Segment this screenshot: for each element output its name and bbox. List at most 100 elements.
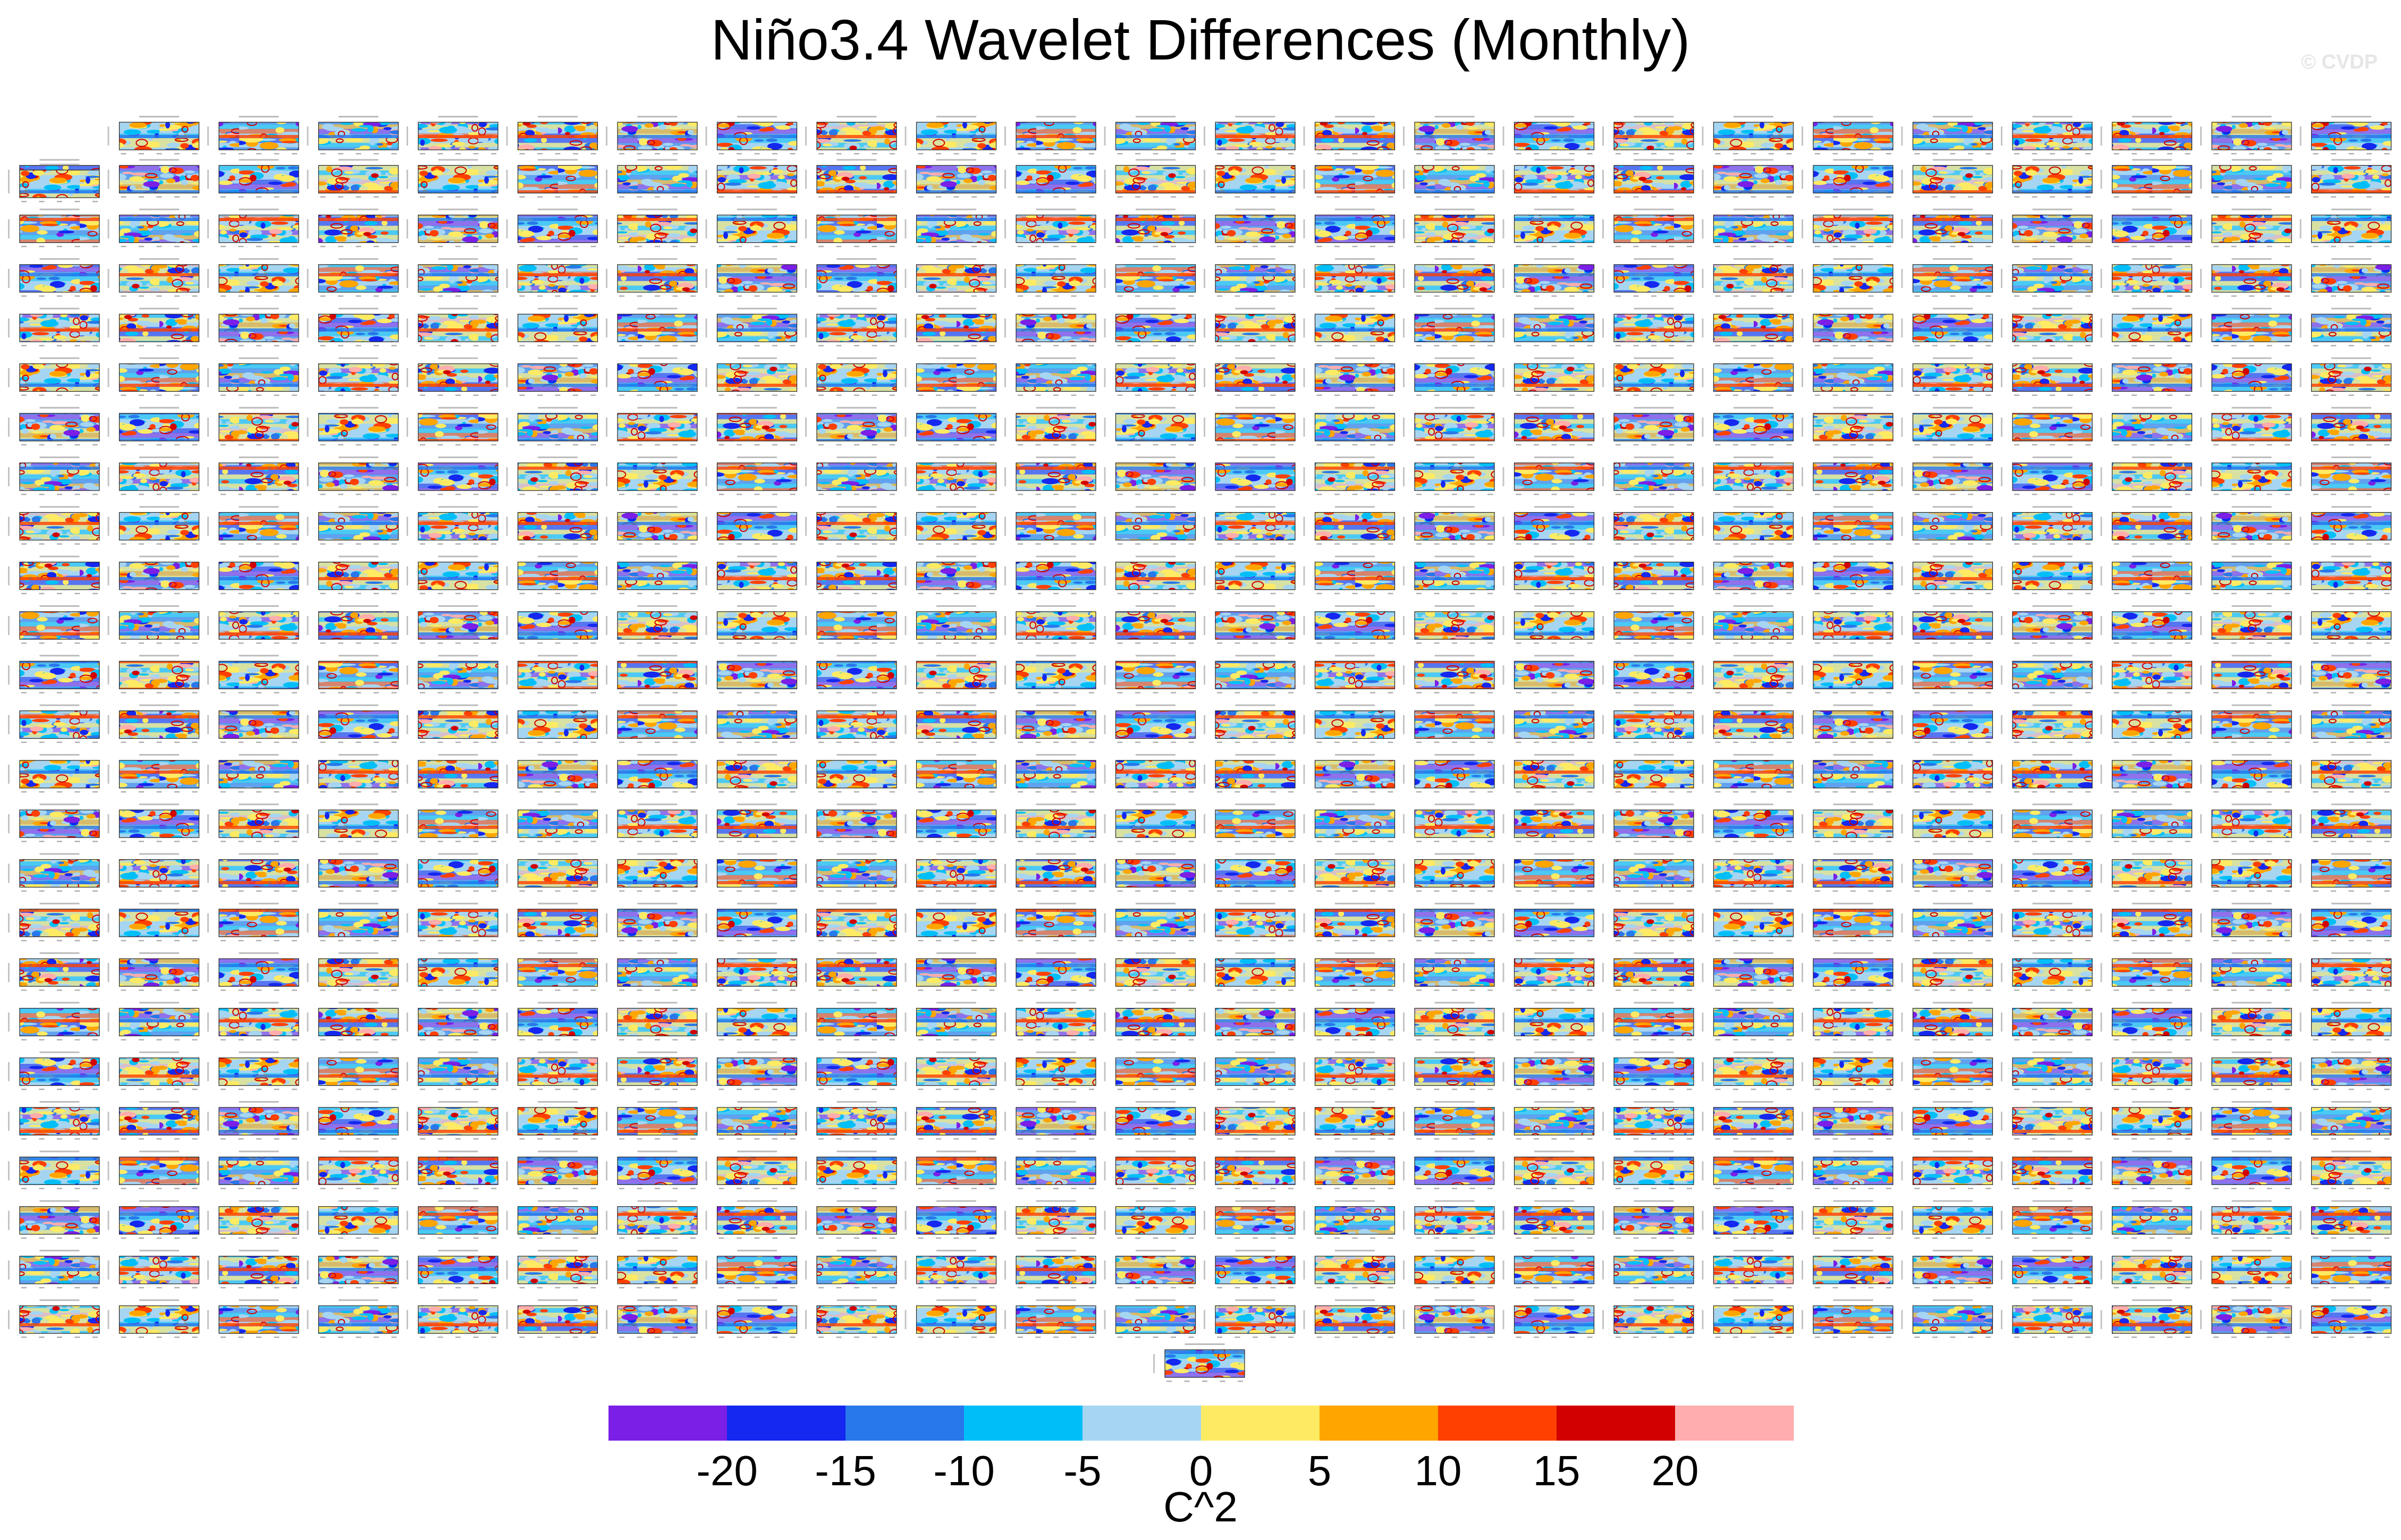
wavelet-panel xyxy=(407,555,498,595)
colorbar-units-label: C^2 xyxy=(1163,1483,1238,1530)
wavelet-panel xyxy=(2200,258,2292,297)
wavelet-panel xyxy=(1802,357,1893,396)
wavelet-panel xyxy=(1004,506,1096,545)
wavelet-panel xyxy=(207,952,299,991)
wavelet-panel xyxy=(1502,803,1595,842)
wavelet-panel xyxy=(1303,1101,1396,1140)
wavelet-panel xyxy=(805,456,897,495)
wavelet-panel xyxy=(207,456,299,495)
wavelet-panel xyxy=(1403,1101,1495,1140)
wavelet-panel xyxy=(2200,754,2292,793)
wavelet-panel xyxy=(904,952,997,991)
wavelet-panel xyxy=(904,853,997,892)
page-title: Niño3.4 Wavelet Differences (Monthly) xyxy=(711,7,1690,72)
wavelet-panel xyxy=(606,853,698,892)
wavelet-panel xyxy=(107,605,200,644)
wavelet-panel xyxy=(1901,1101,1993,1140)
wavelet-panel xyxy=(307,555,399,595)
wavelet-panel xyxy=(107,704,200,743)
colorbar-box xyxy=(1557,1406,1676,1441)
wavelet-panel xyxy=(1602,116,1694,155)
wavelet-panel xyxy=(407,853,498,892)
wavelet-panel xyxy=(1403,407,1495,446)
wavelet-panel xyxy=(8,952,100,991)
wavelet-panel xyxy=(1602,655,1694,693)
wavelet-panel xyxy=(1004,902,1096,942)
wavelet-panel xyxy=(705,456,798,495)
wavelet-panel xyxy=(904,754,997,793)
wavelet-panel xyxy=(1702,1101,1794,1140)
wavelet-panel xyxy=(1303,803,1396,842)
wavelet-panel xyxy=(407,116,498,155)
wavelet-panel xyxy=(1901,506,1993,545)
wavelet-panel xyxy=(307,1002,399,1040)
wavelet-panel xyxy=(606,952,698,991)
wavelet-panel xyxy=(904,555,997,595)
wavelet-panel xyxy=(1901,555,1993,595)
wavelet-panel xyxy=(8,853,100,892)
wavelet-panel xyxy=(1303,456,1396,495)
wavelet-panel xyxy=(705,308,798,346)
wavelet-panel xyxy=(805,208,897,248)
wavelet-panel xyxy=(1602,754,1694,793)
wavelet-panel xyxy=(1502,952,1595,991)
wavelet-panel xyxy=(1204,853,1296,892)
wavelet-panel xyxy=(2200,803,2292,842)
colorbar-box xyxy=(727,1406,846,1441)
wavelet-panel xyxy=(1602,704,1694,743)
wavelet-panel xyxy=(407,357,498,396)
wavelet-panel xyxy=(1502,555,1595,595)
wavelet-panel xyxy=(1901,655,1993,693)
wavelet-panel xyxy=(107,952,200,991)
wavelet-panel xyxy=(2100,208,2193,248)
wavelet-panel xyxy=(107,1101,200,1140)
wavelet-panel xyxy=(1502,308,1595,346)
wavelet-panel xyxy=(606,555,698,595)
wavelet-panel xyxy=(2299,1051,2392,1090)
wavelet-panel xyxy=(805,1101,897,1140)
wavelet-panel xyxy=(1303,159,1396,198)
wavelet-panel xyxy=(2200,407,2292,446)
wavelet-panel xyxy=(1802,1101,1893,1140)
wavelet-panel xyxy=(1004,803,1096,842)
wavelet-panel xyxy=(1303,258,1396,297)
wavelet-panel xyxy=(1004,853,1096,892)
wavelet-panel xyxy=(1204,407,1296,446)
wavelet-panel xyxy=(506,704,598,743)
wavelet-panel xyxy=(2200,655,2292,693)
wavelet-panel xyxy=(904,655,997,693)
wavelet-panel xyxy=(805,655,897,693)
wavelet-panel xyxy=(1802,902,1893,942)
wavelet-panel xyxy=(1403,1002,1495,1040)
wavelet-panel xyxy=(705,555,798,595)
wavelet-panel xyxy=(207,605,299,644)
wavelet-panel xyxy=(1104,754,1196,793)
wavelet-panel xyxy=(606,1051,698,1090)
wavelet-panel xyxy=(1204,308,1296,346)
wavelet-panel xyxy=(2200,116,2292,155)
wavelet-panel xyxy=(2299,116,2392,155)
wavelet-panel xyxy=(1204,116,1296,155)
wavelet-panel xyxy=(506,555,598,595)
wavelet-panel xyxy=(2200,506,2292,545)
wavelet-panel xyxy=(1802,952,1893,991)
wavelet-panel xyxy=(8,605,100,644)
wavelet-panel xyxy=(705,952,798,991)
wavelet-panel xyxy=(805,754,897,793)
wavelet-panel xyxy=(307,308,399,346)
wavelet-panel xyxy=(1204,357,1296,396)
wavelet-panel xyxy=(1204,754,1296,793)
wavelet-panel xyxy=(904,407,997,446)
wavelet-panel xyxy=(1204,159,1296,198)
wavelet-panel xyxy=(1004,754,1096,793)
wavelet-panel xyxy=(2001,208,2093,248)
wavelet-panel xyxy=(1104,1101,1196,1140)
wavelet-panel xyxy=(506,159,598,198)
wavelet-panel xyxy=(1702,506,1794,545)
wavelet-panel xyxy=(705,853,798,892)
wavelet-panel xyxy=(506,1002,598,1040)
wavelet-panel xyxy=(805,258,897,297)
wavelet-panel xyxy=(805,308,897,346)
wavelet-panel xyxy=(1901,754,1993,793)
wavelet-panel xyxy=(1303,704,1396,743)
